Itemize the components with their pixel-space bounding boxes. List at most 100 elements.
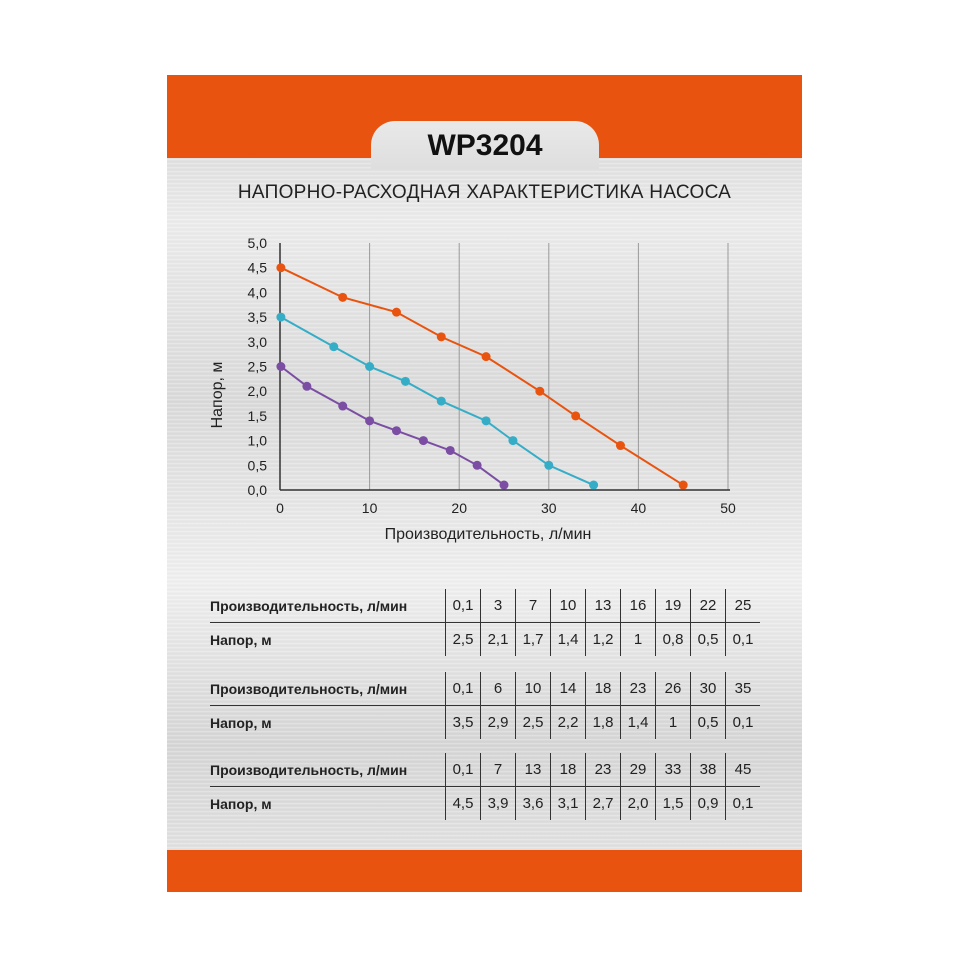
y-axis-title: Напор, м (209, 362, 226, 429)
flow-row-label: Производительность, л/мин (210, 672, 446, 706)
head-value-cell: 1,7 (515, 622, 551, 656)
head-value-cell: 0,1 (725, 786, 760, 820)
head-value-cell: 2,1 (480, 622, 516, 656)
head-value-cell: 2,7 (585, 786, 621, 820)
flow-value-cell: 38 (690, 753, 726, 787)
head-value-cell: 2,5 (445, 622, 481, 656)
data-point (302, 381, 312, 391)
chart-axes: 0 10 20 30 40 50 0,0 0,5 1,0 1,5 2,0 2,5 3,0 3,5 4,0 4,… (248, 235, 736, 516)
flow-value-cell: 0,1 (445, 753, 481, 787)
data-point (571, 411, 581, 421)
flow-value-cell: 25 (725, 589, 760, 623)
model-title: WP3204 (427, 129, 543, 162)
performance-table-1: Производительность, л/мин 0,1 3 7 10 13 16 19 2… (210, 589, 760, 656)
x-axis-title: Производительность, л/мин (385, 526, 592, 543)
head-value-cell: 1,4 (620, 705, 656, 739)
y-tick-label: 3,0 (248, 334, 268, 350)
head-value-cell: 1,4 (550, 622, 586, 656)
data-point (418, 436, 428, 446)
chart-grid (369, 243, 729, 490)
flow-value-cell: 7 (480, 753, 516, 787)
performance-table-3: Производительность, л/мин 0,1 7 13 18 23 29 33… (210, 753, 760, 820)
flow-value-cell: 7 (515, 589, 551, 623)
flow-value-cell: 23 (585, 753, 621, 787)
flow-value-cell: 18 (550, 753, 586, 787)
flow-value-cell: 30 (690, 672, 726, 706)
flow-value-cell: 45 (725, 753, 760, 787)
flow-value-cell: 35 (725, 672, 760, 706)
data-point (481, 416, 491, 426)
data-point (276, 263, 286, 273)
table-row: Производительность, л/мин 0,1 3 7 10 13 16 19 2… (210, 589, 760, 623)
y-tick-label: 2,5 (248, 359, 268, 375)
flow-value-cell: 33 (655, 753, 691, 787)
flow-value-cell: 0,1 (445, 589, 481, 623)
head-value-cell: 2,5 (515, 705, 551, 739)
data-point (338, 292, 348, 302)
data-point (436, 396, 446, 406)
head-value-cell: 4,5 (445, 786, 481, 820)
x-tick-label: 50 (720, 500, 736, 516)
data-point (535, 386, 545, 396)
table-row: Напор, м 4,5 3,9 3,6 3,1 2,7 2,0 1,5 0,9 0,1 (210, 786, 760, 820)
flow-value-cell: 10 (515, 672, 551, 706)
head-value-cell: 3,1 (550, 786, 586, 820)
y-tick-label: 1,0 (248, 433, 268, 449)
data-point (391, 307, 401, 317)
chart-series (276, 263, 688, 490)
data-point (338, 401, 348, 411)
flow-value-cell: 26 (655, 672, 691, 706)
head-value-cell: 0,1 (725, 705, 760, 739)
head-value-cell: 2,0 (620, 786, 656, 820)
y-tick-label: 0,0 (248, 482, 268, 498)
flow-value-cell: 0,1 (445, 672, 481, 706)
flow-value-cell: 14 (550, 672, 586, 706)
head-value-cell: 0,1 (725, 622, 760, 656)
flow-row-label: Производительность, л/мин (210, 589, 446, 623)
x-tick-label: 10 (362, 500, 378, 516)
head-value-cell: 2,2 (550, 705, 586, 739)
head-value-cell: 1 (655, 705, 691, 739)
flow-value-cell: 22 (690, 589, 726, 623)
flow-value-cell: 3 (480, 589, 516, 623)
x-tick-label: 30 (541, 500, 557, 516)
data-point (544, 460, 554, 470)
head-value-cell: 3,5 (445, 705, 481, 739)
data-point (400, 376, 410, 386)
x-tick-label: 0 (276, 500, 284, 516)
head-row-label: Напор, м (210, 795, 272, 812)
head-value-cell: 1 (620, 622, 656, 656)
table-row: Напор, м 3,5 2,9 2,5 2,2 1,8 1,4 1 0,5 0,1 (210, 705, 760, 739)
y-tick-label: 4,5 (248, 260, 268, 276)
data-point (508, 436, 518, 446)
head-value-cell: 3,6 (515, 786, 551, 820)
data-point (589, 480, 599, 490)
y-tick-label: 3,5 (248, 309, 268, 325)
data-point (615, 441, 625, 451)
table-row: Производительность, л/мин 0,1 7 13 18 23 29 33… (210, 753, 760, 787)
head-value-cell: 3,9 (480, 786, 516, 820)
head-row-label: Напор, м (210, 631, 272, 648)
table-row: Производительность, л/мин 0,1 6 10 14 18 23 26… (210, 672, 760, 706)
flow-value-cell: 23 (620, 672, 656, 706)
data-point (391, 426, 401, 436)
y-tick-label: 1,5 (248, 408, 268, 424)
head-value-cell: 1,5 (655, 786, 691, 820)
y-tick-label: 2,0 (248, 383, 268, 399)
x-tick-label: 40 (631, 500, 647, 516)
flow-value-cell: 29 (620, 753, 656, 787)
bottom-orange-band (167, 850, 802, 892)
data-point (276, 312, 286, 322)
head-row-label: Напор, м (210, 714, 272, 731)
model-tab (371, 121, 599, 169)
y-tick-label: 5,0 (248, 235, 268, 251)
y-tick-label: 0,5 (248, 457, 268, 473)
head-value-cell: 2,9 (480, 705, 516, 739)
data-point (445, 445, 455, 455)
flow-value-cell: 19 (655, 589, 691, 623)
data-point (499, 480, 509, 490)
flow-value-cell: 6 (480, 672, 516, 706)
data-point (481, 352, 491, 362)
head-value-cell: 0,5 (690, 622, 726, 656)
